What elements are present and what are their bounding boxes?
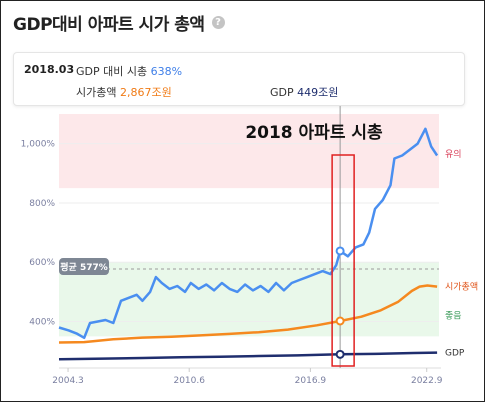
zone-label: 유의 [445, 149, 462, 160]
y-tick-label: 1,000% [21, 140, 56, 150]
ratio-line: GDP 대비 시총 638% [76, 63, 182, 79]
zone-band-1 [59, 262, 439, 337]
series-line-GDP[interactable] [58, 351, 438, 361]
title-row: GDP대비 아파트 시가 총액 ? [13, 9, 225, 35]
cap-label: 시가총액 [76, 86, 117, 99]
x-tick-label: 2004.3 [52, 376, 84, 386]
x-tick-label: 2022.9 [411, 376, 443, 386]
help-icon[interactable]: ? [211, 15, 225, 29]
series-marker-ratio [335, 246, 345, 256]
y-tick-label: 800% [29, 199, 55, 209]
series-marker-시가총액 [335, 316, 345, 326]
gdp-label: GDP [270, 86, 294, 99]
page-title: GDP대비 아파트 시가 총액 [13, 14, 205, 35]
cap-value: 2,867조원 [119, 86, 172, 99]
info-date: 2018.03 [24, 63, 75, 76]
series-line-ratio[interactable] [58, 127, 439, 340]
x-tick-label: 2010.6 [173, 376, 205, 386]
zone-band-0 [59, 114, 439, 189]
average-badge-label: 평균 577% [60, 261, 108, 273]
info-card: 2018.03 GDP 대비 시총 638% 시가총액 2,867조원 GDP … [13, 52, 465, 106]
x-tick-label: 2016.9 [295, 376, 327, 386]
series-line-시가총액[interactable] [58, 284, 438, 344]
average-badge [59, 258, 109, 276]
apartment-cap-chart[interactable]: 400% 600% 800% 1,000% 2004.3 2010.6 2016.9 2022… [1, 106, 484, 396]
gdp-value: 449조원 [297, 86, 339, 99]
highlight-box [331, 154, 355, 367]
series-label: GDP [445, 349, 465, 359]
y-tick-label: 400% [29, 318, 55, 328]
ratio-value: 638% [150, 65, 183, 78]
zone-label: 좋음 [445, 311, 462, 322]
ratio-label: GDP 대비 시총 [76, 65, 148, 78]
cap-line: 시가총액 2,867조원 [76, 84, 172, 100]
y-tick-label: 600% [29, 258, 55, 268]
series-label: 시가총액 [445, 281, 478, 293]
gdp-line: GDP 449조원 [270, 84, 338, 100]
annotation-title: 2018 아파트 시총 [245, 123, 383, 143]
series-marker-GDP [335, 349, 345, 359]
